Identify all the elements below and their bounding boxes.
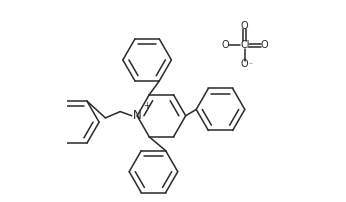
Text: O: O (221, 40, 229, 50)
Text: N: N (133, 109, 142, 122)
Text: O: O (241, 59, 249, 69)
Text: +: + (143, 101, 150, 110)
Text: O: O (241, 21, 249, 31)
Text: O: O (261, 40, 268, 50)
Text: Cl: Cl (240, 40, 249, 50)
Text: ⁻: ⁻ (248, 60, 252, 69)
